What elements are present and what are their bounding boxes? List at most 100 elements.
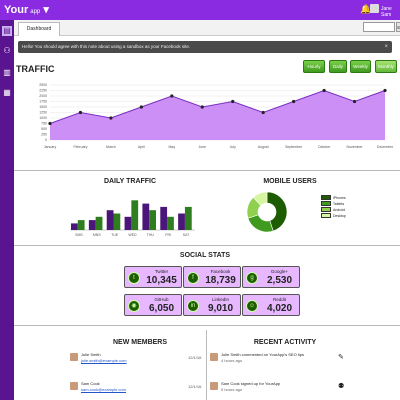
legend-swatch <box>321 213 331 218</box>
x-tick-label: March <box>106 145 116 149</box>
member-date: 12/1/16 <box>188 355 202 360</box>
sidebar-charts-icon[interactable]: ▥ <box>3 68 11 77</box>
stat-card-google-plus[interactable]: g Google+ 2,530 <box>242 266 300 288</box>
activity-text: Sam Cook signed up for YourApp <box>221 381 281 386</box>
section-divider <box>14 170 400 171</box>
x-tick-label: MNS <box>93 233 101 237</box>
y-tick-label: 1250 <box>39 111 47 115</box>
top-bar: Your app ▾ 🔔 Jane Sam <box>0 0 400 20</box>
tab-dashboard[interactable]: Dashboard <box>18 22 60 36</box>
stat-value: 6,050 <box>148 303 175 314</box>
member-email-link[interactable]: julie.smith@example.com <box>81 358 127 363</box>
bar <box>77 220 85 230</box>
bar <box>149 210 156 230</box>
avatar <box>70 382 78 390</box>
stat-label: Google+ <box>270 269 289 274</box>
legend-swatch <box>321 195 331 200</box>
x-tick-label: SMS <box>75 233 83 237</box>
avatar <box>70 353 78 361</box>
legend-swatch <box>321 207 331 212</box>
data-point <box>231 99 235 104</box>
linkedin-icon: in <box>187 300 199 312</box>
close-icon[interactable]: × <box>384 44 388 50</box>
bell-icon[interactable]: 🔔 <box>360 4 372 14</box>
search-input[interactable] <box>363 22 395 32</box>
activity-time: 5 hours ago <box>221 387 243 392</box>
data-point <box>322 88 326 93</box>
stat-card-github[interactable]: ◉ GitHub 6,050 <box>124 294 182 316</box>
data-point <box>261 110 265 115</box>
data-point <box>292 99 296 104</box>
avatar[interactable] <box>370 4 379 13</box>
list-item[interactable]: Sam Cook signed up for YourApp 5 hours a… <box>210 381 350 395</box>
member-date: 12/1/16 <box>188 384 202 389</box>
recent-activity-title: RECENT ACTIVITY <box>253 339 317 346</box>
y-tick-label: 2250 <box>39 89 47 93</box>
bar <box>113 213 121 230</box>
pie-slice <box>252 191 268 206</box>
legend-item: Android <box>321 207 346 213</box>
x-tick-label: August <box>258 145 269 149</box>
data-point <box>352 99 357 104</box>
user-add-icon: ⚉ <box>338 383 345 390</box>
bar <box>124 216 132 230</box>
bar <box>95 216 103 230</box>
mobile-users-legend: iPhones Tablets Android Desktop <box>321 195 346 219</box>
section-divider <box>14 325 400 326</box>
y-tick-label: 1750 <box>39 100 47 104</box>
list-item[interactable]: Julie Smith commented on YourApp's SEO t… <box>210 352 350 366</box>
monthly-button[interactable]: Monthly <box>375 60 397 73</box>
bar <box>184 206 192 230</box>
alert-banner: Hello! You should agree with this note a… <box>18 41 392 53</box>
stat-card-facebook[interactable]: f Facebook 18,739 <box>183 266 241 288</box>
x-tick-label: November <box>346 145 363 149</box>
stat-card-linkedin[interactable]: in LinkedIn 9,010 <box>183 294 241 316</box>
list-item[interactable]: Sam Cook sam.cook@example.com 12/1/16 <box>70 381 202 395</box>
data-point <box>383 88 387 93</box>
bar <box>88 220 96 230</box>
stat-value: 4,020 <box>266 303 293 314</box>
sidebar-dashboard-icon[interactable]: ▤ <box>2 26 12 36</box>
legend-label: Tablets <box>333 201 345 206</box>
sidebar-settings-icon[interactable]: ▦ <box>3 88 11 97</box>
member-email-link[interactable]: sam.cook@example.com <box>81 387 126 392</box>
search-button[interactable]: Search <box>396 22 400 32</box>
series-line <box>49 89 386 124</box>
tab-bar: Dashboard Search <box>14 20 400 36</box>
mobile-users-title: MOBILE USERS <box>263 178 317 185</box>
weekly-button[interactable]: Weekly <box>350 60 371 73</box>
bar <box>178 213 185 230</box>
hourly-button[interactable]: Hourly <box>303 60 325 73</box>
bar <box>142 203 150 230</box>
data-point <box>48 121 52 126</box>
legend-item: Desktop <box>321 213 346 219</box>
x-tick-label: December <box>377 145 394 149</box>
legend-label: Android <box>333 207 346 212</box>
stat-value: 9,010 <box>207 303 234 314</box>
x-tick-label: April <box>138 145 145 149</box>
x-tick-label: July <box>230 145 236 149</box>
x-tick-label: WED <box>128 233 137 237</box>
daily-traffic-title: DAILY TRAFFIC <box>103 178 157 185</box>
data-point <box>109 116 113 120</box>
list-item[interactable]: Julie Smith julie.smith@example.com 12/1… <box>70 352 202 366</box>
brand-logo[interactable]: Your app ▾ <box>4 4 49 16</box>
user-name[interactable]: Jane Sam <box>381 6 392 18</box>
reddit-icon: ☺ <box>246 300 258 312</box>
data-point <box>139 105 143 109</box>
member-name: Sam Cook <box>81 381 100 386</box>
x-tick-label: THU <box>147 233 155 237</box>
stat-card-reddit[interactable]: ☺ Reddit 4,020 <box>242 294 300 316</box>
data-point <box>78 110 83 115</box>
stat-label: GitHub <box>154 297 169 302</box>
alert-text: Hello! You should agree with this note a… <box>22 44 191 49</box>
daily-button[interactable]: Daily <box>329 60 347 73</box>
x-tick-label: FRI <box>165 233 171 237</box>
pie-slice <box>266 191 288 232</box>
legend-item: iPhones <box>321 195 346 201</box>
y-tick-label: 2500 <box>39 83 47 87</box>
sidebar-members-icon[interactable]: ⚇ <box>3 46 11 55</box>
stat-label: Reddit <box>272 297 286 302</box>
stat-card-twitter[interactable]: t Twitter 10,345 <box>124 266 182 288</box>
pie-slice <box>247 214 274 233</box>
